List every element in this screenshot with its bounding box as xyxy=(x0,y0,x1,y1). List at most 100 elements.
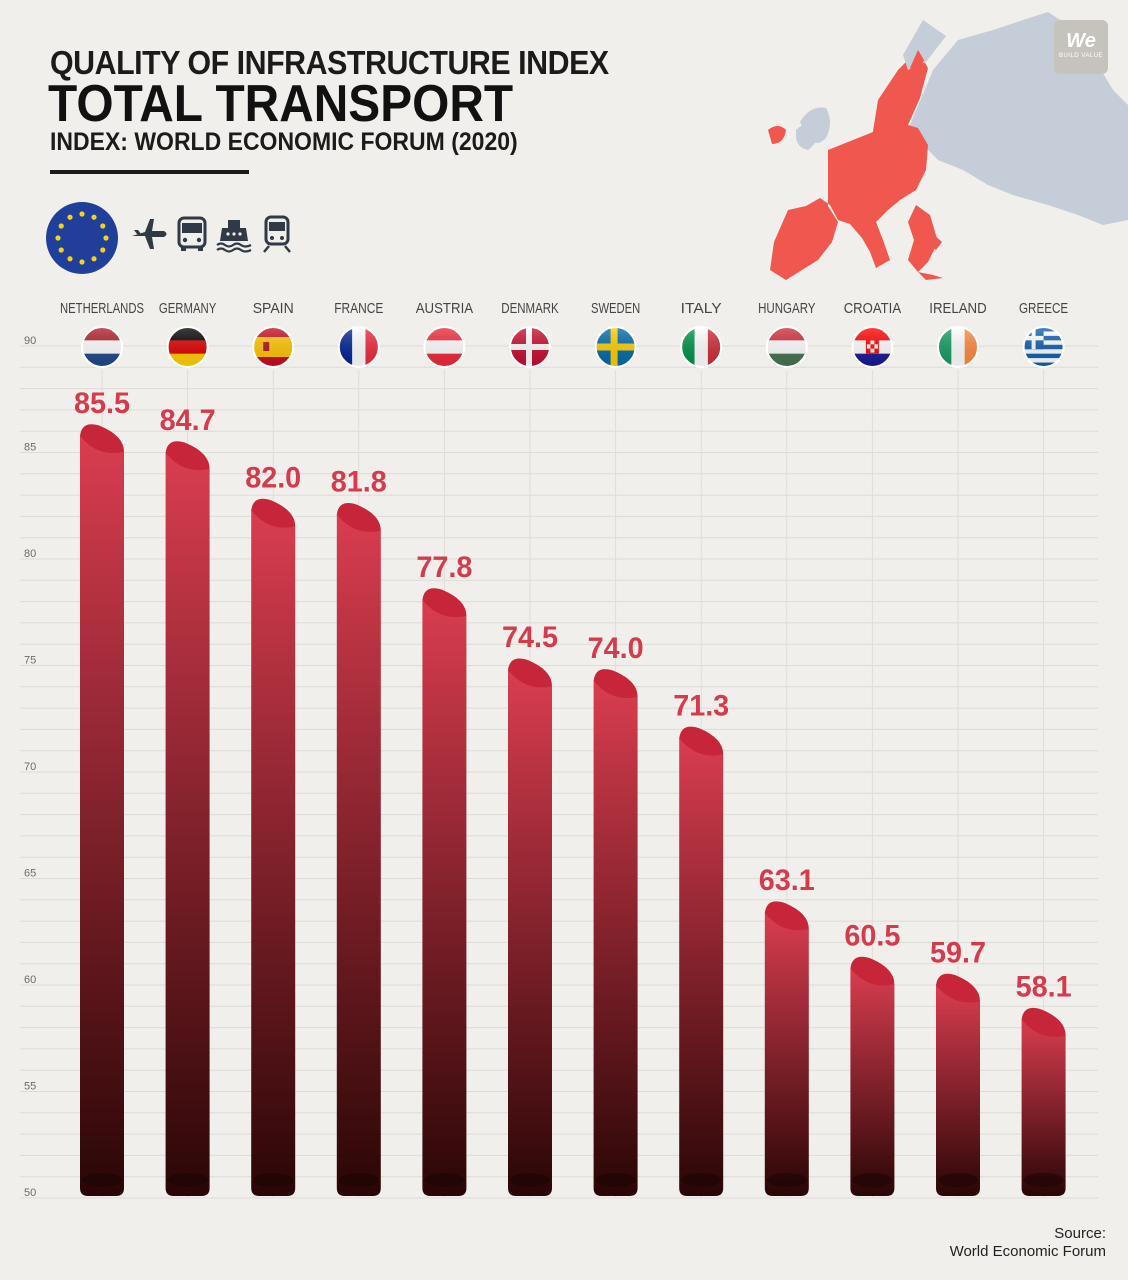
bar-cap-italy xyxy=(679,726,724,756)
y-tick-label: 70 xyxy=(24,761,36,773)
y-tick-label: 80 xyxy=(24,548,36,560)
eu-star xyxy=(58,223,64,229)
source-label: Source: xyxy=(1054,1225,1106,1242)
title-underline xyxy=(50,170,249,174)
train-icon xyxy=(263,215,291,253)
chart-subtitle: INDEX: WORLD ECONOMIC FORUM (2020) xyxy=(50,128,518,156)
sweden-flag-icon xyxy=(594,326,637,368)
flag-ring xyxy=(337,326,380,368)
flag-ring xyxy=(937,326,979,368)
data-label-ireland: 59.7 xyxy=(930,936,986,969)
bar-cap-greece xyxy=(1021,1007,1066,1037)
ship-icon xyxy=(216,220,252,253)
x-tick-label-sweden: SWEDEN xyxy=(591,300,640,317)
chart-title-line2: TOTAL TRANSPORT xyxy=(48,75,514,133)
x-tick-label-denmark: DENMARK xyxy=(501,300,558,317)
bar-cap-sweden xyxy=(593,669,638,699)
bar-base-italy xyxy=(681,1173,722,1187)
eu-star xyxy=(67,214,73,220)
y-tick-label: 85 xyxy=(24,442,36,454)
logo-tagline: BUILD VALUE xyxy=(1058,53,1104,59)
bar-base-denmark xyxy=(510,1173,550,1187)
bar-cap-netherlands xyxy=(80,424,124,454)
data-label-italy: 71.3 xyxy=(673,689,729,722)
airplane-icon xyxy=(132,219,167,249)
bar-ireland xyxy=(936,985,980,1196)
y-tick-label: 50 xyxy=(24,1187,36,1199)
data-label-spain: 82.0 xyxy=(245,461,301,494)
eu-star xyxy=(55,235,61,241)
data-label-sweden: 74.0 xyxy=(588,632,644,665)
bar-cap-austria xyxy=(422,588,467,618)
data-label-austria: 77.8 xyxy=(416,551,472,584)
bar-base-austria xyxy=(424,1173,465,1187)
eu-star xyxy=(103,235,109,241)
x-axis: NETHERLANDS GERMANY SPAIN FRANCE AUSTRIA DENM… xyxy=(60,300,1068,368)
italy-flag-icon xyxy=(680,326,723,368)
x-tick-label-italy: ITALY xyxy=(681,300,722,317)
eu-star xyxy=(91,214,97,220)
flag-ring xyxy=(765,326,808,368)
spain-flag-icon xyxy=(252,326,295,368)
data-label-denmark: 74.5 xyxy=(502,621,558,654)
bar-cap-hungary xyxy=(764,901,809,931)
bar-croatia xyxy=(850,968,895,1196)
bar-base-ireland xyxy=(938,1173,978,1187)
x-tick-label-greece: GREECE xyxy=(1019,300,1068,317)
x-tick-label-ireland: IRELAND xyxy=(929,300,987,317)
y-tick-label: 75 xyxy=(24,655,36,667)
austria-flag-icon xyxy=(423,326,466,368)
france-flag-icon xyxy=(337,326,380,368)
bars: 85.5 84.7 82.0 81.8 77.8 74.5 74.0 71.3 63.1 60.5… xyxy=(74,387,1072,1197)
flag-ring xyxy=(1022,326,1065,368)
eu-star xyxy=(58,247,64,253)
germany-flag-icon xyxy=(166,326,209,368)
bar-sweden xyxy=(593,680,638,1196)
x-tick-label-france: FRANCE xyxy=(334,300,383,317)
grid xyxy=(20,345,1098,1199)
eu-flag-icon xyxy=(46,202,118,274)
bar-cap-denmark xyxy=(508,658,552,688)
data-label-germany: 84.7 xyxy=(160,404,216,437)
x-tick-label-croatia: CROATIA xyxy=(844,300,901,317)
data-label-hungary: 63.1 xyxy=(759,864,815,897)
netherlands-flag-icon xyxy=(81,326,123,368)
flag-ring xyxy=(509,326,551,368)
eu-star xyxy=(79,211,85,217)
ireland-flag-icon xyxy=(937,326,979,368)
bar-italy xyxy=(679,738,724,1196)
flag-ring xyxy=(851,326,894,368)
y-tick-label: 60 xyxy=(24,974,36,986)
source-name: World Economic Forum xyxy=(949,1243,1106,1260)
bar-spain xyxy=(251,510,296,1196)
flag-ring xyxy=(252,326,295,368)
x-tick-label-germany: GERMANY xyxy=(159,300,216,317)
brand-logo: We BUILD VALUE xyxy=(1054,20,1108,74)
bar-base-sweden xyxy=(595,1173,636,1187)
bar-germany xyxy=(165,452,210,1196)
y-axis: 50 55 60 65 70 75 80 85 90 xyxy=(24,335,36,1199)
chart-title-line1: QUALITY OF INFRASTRUCTURE INDEX xyxy=(50,44,609,81)
bar-cap-france xyxy=(336,503,381,532)
data-label-croatia: 60.5 xyxy=(844,919,900,952)
flag-ring xyxy=(81,326,123,368)
denmark-flag-icon xyxy=(509,326,551,368)
bar-base-netherlands xyxy=(82,1173,122,1187)
flag-ring xyxy=(423,326,466,368)
y-tick-label: 65 xyxy=(24,868,36,880)
data-label-greece: 58.1 xyxy=(1016,970,1072,1003)
eu-star xyxy=(100,247,106,253)
bar-greece xyxy=(1021,1019,1066,1196)
bar-cap-croatia xyxy=(850,956,895,986)
bar-cap-spain xyxy=(251,498,296,528)
x-tick-label-austria: AUSTRIA xyxy=(416,300,473,317)
x-tick-label-spain: SPAIN xyxy=(253,300,294,317)
data-label-netherlands: 85.5 xyxy=(74,387,130,420)
bar-denmark xyxy=(508,670,552,1196)
bar-base-croatia xyxy=(852,1173,893,1187)
y-tick-label: 90 xyxy=(24,335,36,347)
bar-chart: 50 55 60 65 70 75 80 85 90 85.5 84.7 82.0 81.8 77.8 7… xyxy=(20,300,1098,1199)
bar-cap-germany xyxy=(165,441,210,471)
flag-ring xyxy=(166,326,209,368)
y-tick-label: 55 xyxy=(24,1081,36,1093)
